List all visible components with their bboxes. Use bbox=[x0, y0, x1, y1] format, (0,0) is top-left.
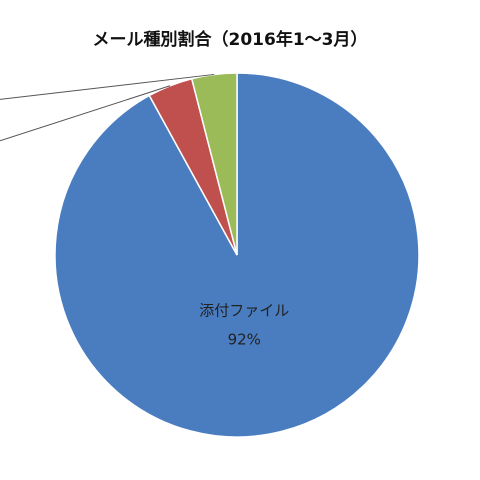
slice-value-label: 92% bbox=[228, 331, 261, 349]
chart-title: メール種別割合（2016年1～3月） bbox=[93, 29, 368, 50]
leader-line bbox=[0, 73, 215, 100]
pie-slice bbox=[190, 72, 238, 256]
slice-label: 添付ファイル bbox=[199, 302, 289, 320]
leader-line bbox=[0, 85, 171, 142]
